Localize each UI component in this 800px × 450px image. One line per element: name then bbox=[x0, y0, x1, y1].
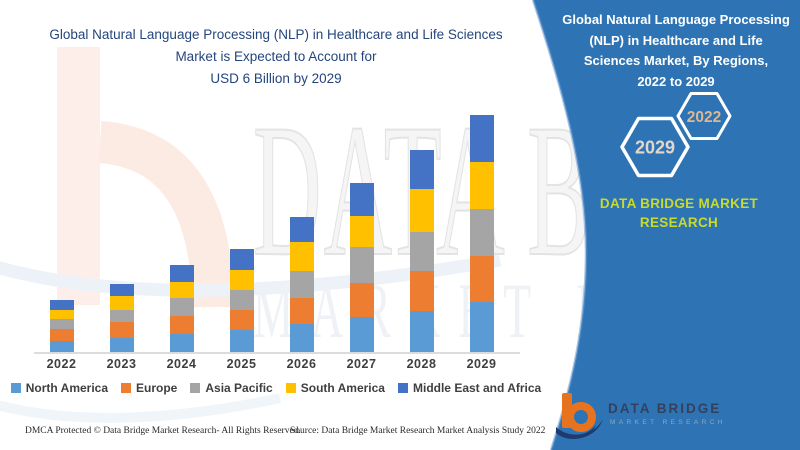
bar-segment-2022-north-america bbox=[49, 340, 74, 352]
x-tick-label-2026: 2026 bbox=[286, 357, 317, 371]
logo-subtitle-text: MARKET RESEARCH bbox=[610, 419, 726, 426]
bar-segment-2024-europe bbox=[169, 316, 194, 334]
legend-label-middle-east-and-africa: Middle East and Africa bbox=[412, 381, 542, 395]
x-tick-label-2024: 2024 bbox=[166, 357, 197, 371]
bar-segment-2026-middle-east-and-africa bbox=[289, 216, 314, 243]
bar-segment-2029-north-america bbox=[469, 302, 494, 352]
legend-item-europe: Europe bbox=[121, 381, 177, 395]
bar-segment-2029-europe bbox=[469, 255, 494, 303]
bar-segment-2025-south-america bbox=[229, 270, 254, 291]
legend-label-north-america: North America bbox=[25, 381, 109, 395]
bar-segment-2027-asia-pacific bbox=[349, 247, 374, 284]
right-panel-title: Global Natural Language Processing (NLP)… bbox=[560, 10, 792, 92]
bar-segment-2026-europe bbox=[289, 297, 314, 325]
bar-segment-2027-europe bbox=[349, 283, 374, 318]
legend-swatch-south-america bbox=[285, 383, 296, 393]
chart-title-line-2: Market is Expected to Account for bbox=[175, 49, 377, 64]
right-panel-title-line-3: Sciences Market, By Regions, bbox=[583, 53, 769, 68]
bar-segment-2025-north-america bbox=[229, 330, 254, 352]
bar-segment-2023-south-america bbox=[109, 295, 134, 311]
right-panel-title-line-4: 2022 to 2029 bbox=[637, 73, 715, 89]
legend-swatch-middle-east-and-africa bbox=[397, 383, 408, 393]
right-panel-title-line-1: Global Natural Language Processing bbox=[562, 12, 790, 27]
x-tick-label-2028: 2028 bbox=[406, 357, 437, 371]
bar-segment-2028-south-america bbox=[409, 188, 434, 233]
legend-label-south-america: South America bbox=[300, 381, 385, 395]
x-axis-line bbox=[34, 352, 520, 354]
bar-segment-2024-asia-pacific bbox=[169, 297, 194, 317]
bar-segment-2024-middle-east-and-africa bbox=[169, 265, 194, 283]
bar-segment-2028-middle-east-and-africa bbox=[409, 149, 434, 189]
bar-segment-2022-middle-east-and-africa bbox=[49, 300, 74, 310]
x-tick-label-2027: 2027 bbox=[346, 357, 377, 371]
hexagon-2022-label: 2022 bbox=[687, 109, 721, 126]
footer-source-text: Source: Data Bridge Market Research Mark… bbox=[290, 426, 546, 436]
hexagon-2029: 2029 bbox=[620, 116, 690, 178]
bar-segment-2022-asia-pacific bbox=[49, 318, 74, 329]
bar-2023 bbox=[109, 283, 134, 352]
bar-2025 bbox=[229, 249, 254, 352]
bar-segment-2024-south-america bbox=[169, 282, 194, 298]
bar-2028 bbox=[409, 149, 434, 352]
brand-text-line-1: DATA BRIDGE MARKET bbox=[599, 196, 759, 211]
bar-segment-2028-europe bbox=[409, 270, 434, 311]
logo-name-text: DATA BRIDGE bbox=[608, 401, 722, 416]
bar-segment-2026-north-america bbox=[289, 324, 314, 352]
chart-title: Global Natural Language Processing (NLP)… bbox=[18, 24, 534, 90]
bar-2024 bbox=[169, 265, 194, 352]
x-tick-label-2023: 2023 bbox=[106, 357, 137, 371]
legend-swatch-asia-pacific bbox=[190, 383, 201, 393]
bar-segment-2029-middle-east-and-africa bbox=[469, 115, 494, 163]
bar-segment-2028-north-america bbox=[409, 310, 434, 352]
right-panel-title-line-2: (NLP) in Healthcare and Life bbox=[589, 32, 763, 48]
bar-segment-2025-middle-east-and-africa bbox=[229, 249, 254, 271]
bar-2026 bbox=[289, 216, 314, 352]
bar-segment-2028-asia-pacific bbox=[409, 232, 434, 271]
bar-segment-2027-north-america bbox=[349, 317, 374, 352]
bar-2022 bbox=[49, 300, 74, 352]
legend-item-south-america: South America bbox=[285, 381, 385, 395]
legend-item-asia-pacific: Asia Pacific bbox=[190, 381, 273, 395]
data-bridge-logo-icon bbox=[556, 393, 603, 439]
bar-segment-2023-north-america bbox=[109, 337, 134, 352]
legend-swatch-europe bbox=[121, 383, 132, 393]
footer-dmca-text: DMCA Protected © Data Bridge Market Rese… bbox=[25, 426, 301, 436]
bar-segment-2025-asia-pacific bbox=[229, 290, 254, 310]
legend-swatch-north-america bbox=[10, 383, 21, 393]
bar-segment-2022-europe bbox=[49, 328, 74, 341]
bar-segment-2026-asia-pacific bbox=[289, 270, 314, 298]
bar-segment-2023-europe bbox=[109, 321, 134, 338]
legend-label-europe: Europe bbox=[136, 381, 178, 395]
bar-segment-2023-asia-pacific bbox=[109, 310, 134, 322]
bar-segment-2027-south-america bbox=[349, 215, 374, 248]
legend-label-asia-pacific: Asia Pacific bbox=[205, 381, 273, 395]
bar-segment-2022-south-america bbox=[49, 309, 74, 319]
chart-title-line-3: USD 6 Billion by 2029 bbox=[210, 71, 342, 86]
x-tick-label-2029: 2029 bbox=[466, 357, 497, 371]
hexagon-2022: 2022 bbox=[676, 92, 732, 140]
data-bridge-logo: DATA BRIDGE MARKET RESEARCH bbox=[556, 392, 788, 442]
chart-title-line-1: Global Natural Language Processing (NLP)… bbox=[49, 27, 503, 42]
bar-segment-2026-south-america bbox=[289, 242, 314, 271]
x-tick-label-2025: 2025 bbox=[226, 357, 257, 371]
bar-2027 bbox=[349, 182, 374, 352]
brand-text: DATA BRIDGE MARKET RESEARCH bbox=[566, 194, 792, 232]
bar-segment-2029-south-america bbox=[469, 162, 494, 210]
bar-segment-2023-middle-east-and-africa bbox=[109, 283, 134, 296]
chart-legend: North America Europe Asia Pacific South Ame… bbox=[10, 381, 541, 395]
x-tick-label-2022: 2022 bbox=[46, 357, 77, 371]
bar-segment-2024-north-america bbox=[169, 333, 194, 352]
bar-2029 bbox=[469, 115, 494, 352]
bar-segment-2029-asia-pacific bbox=[469, 209, 494, 256]
bar-segment-2025-europe bbox=[229, 309, 254, 331]
stacked-bar-plot bbox=[40, 100, 510, 352]
bar-segment-2027-middle-east-and-africa bbox=[349, 182, 374, 216]
brand-text-line-2: RESEARCH bbox=[639, 215, 719, 230]
legend-item-north-america: North America bbox=[10, 381, 109, 395]
hexagon-2029-label: 2029 bbox=[635, 138, 675, 158]
legend-item-middle-east-and-africa: Middle East and Africa bbox=[397, 381, 542, 395]
